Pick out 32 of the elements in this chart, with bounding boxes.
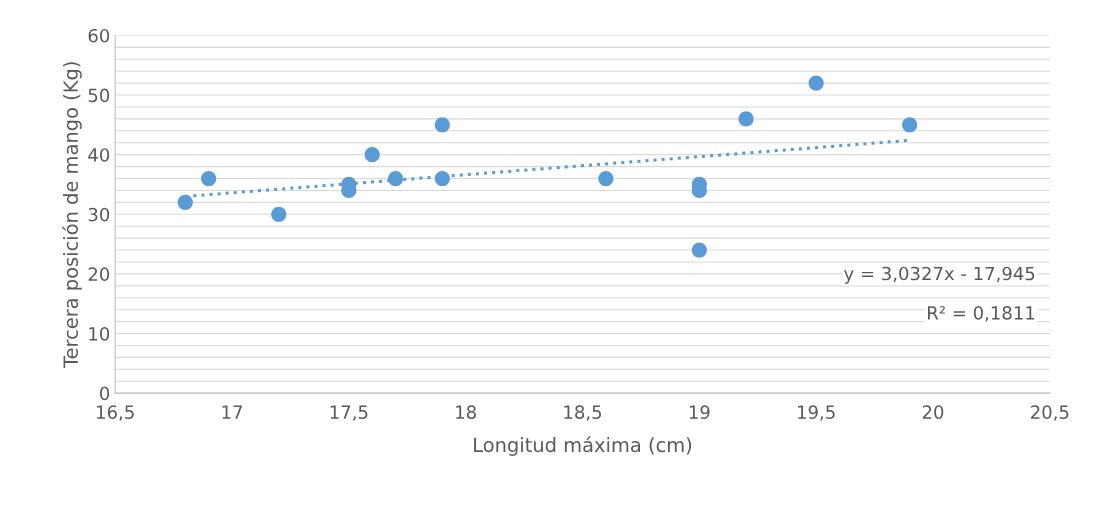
x-tick-label: 20: [922, 405, 944, 419]
annotation: R² = 0,1811: [928, 306, 1035, 322]
x-tick-label: 18: [456, 405, 476, 419]
x-axis-title: Longitud máxima (cm): [474, 436, 692, 456]
point: [691, 242, 707, 258]
y-tick-label: 40: [88, 148, 110, 162]
point: [177, 194, 193, 210]
point: [364, 147, 380, 163]
y-tick-label: 50: [88, 88, 110, 103]
y-tick-label: 30: [88, 207, 110, 222]
x-tick-label: 17: [222, 405, 242, 419]
point: [201, 170, 217, 187]
y-tick-label: 60: [88, 28, 110, 43]
point: [598, 170, 614, 187]
x-tick-label: 20,5: [1031, 405, 1069, 421]
y-tick-label: 0: [100, 386, 110, 401]
point: [271, 206, 287, 222]
point: [434, 170, 450, 187]
x-tick-label: 16,5: [97, 405, 134, 421]
point: [738, 111, 754, 127]
x-tick-label: 19: [689, 405, 710, 419]
x-tick-label: 18,5: [564, 405, 602, 421]
y-axis-title: Tercera posición de mango (Kg): [62, 62, 82, 369]
annotation: y = 3,0327x - 17,945: [844, 266, 1035, 284]
point: [387, 170, 404, 187]
x-tick-label: 17,5: [330, 405, 368, 421]
point: [902, 117, 918, 133]
x-tick-label: 19,5: [798, 405, 835, 421]
point: [434, 117, 450, 133]
y-tick-label: 20: [88, 267, 110, 282]
y-tick-label: 10: [89, 327, 110, 341]
point: [808, 75, 824, 91]
